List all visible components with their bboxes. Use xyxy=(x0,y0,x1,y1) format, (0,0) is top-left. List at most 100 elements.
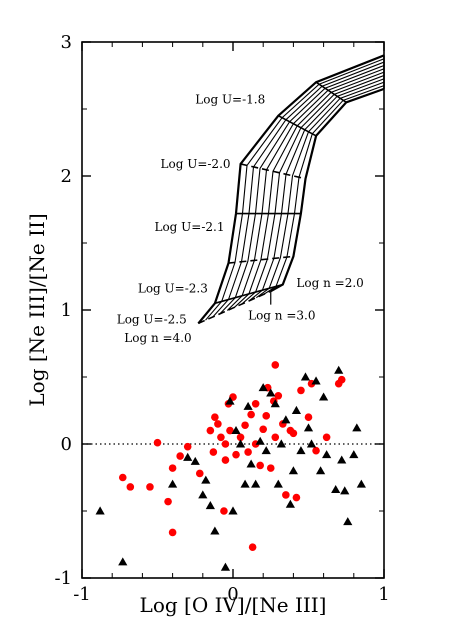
data-point-triangle xyxy=(296,446,306,455)
x-tick-label: 1 xyxy=(378,584,389,605)
data-point-circle xyxy=(251,400,260,408)
data-point-circle xyxy=(304,413,313,422)
data-point-circle xyxy=(289,429,298,438)
data-point-circle xyxy=(282,491,290,499)
data-point-circle xyxy=(164,497,172,506)
data-point-triangle xyxy=(281,415,291,424)
data-point-triangle xyxy=(220,562,231,571)
data-point-circle xyxy=(271,433,280,442)
model-ionization-line xyxy=(240,163,306,180)
data-point-circle xyxy=(244,448,252,456)
model-grid-label: Log U=-2.0 xyxy=(161,157,231,171)
data-point-triangle xyxy=(331,484,341,494)
data-point-circle xyxy=(322,433,331,442)
data-point-triangle xyxy=(225,396,235,405)
model-ionization-line xyxy=(197,290,272,325)
data-point-triangle xyxy=(183,452,193,461)
y-tick-label: 0 xyxy=(61,434,72,455)
model-ionization-line xyxy=(277,114,317,137)
data-point-triangle xyxy=(240,479,250,488)
data-point-triangle xyxy=(95,506,105,515)
data-point-triangle xyxy=(168,479,178,488)
data-point-triangle xyxy=(349,450,359,459)
model-density-line xyxy=(197,54,385,325)
y-tick-label: 2 xyxy=(61,166,72,187)
model-density-line xyxy=(226,68,385,311)
data-point-triangle xyxy=(251,479,261,488)
data-point-circle xyxy=(226,426,234,435)
data-point-circle xyxy=(217,433,225,442)
data-point-circle xyxy=(168,528,177,537)
data-point-triangle xyxy=(300,372,311,381)
data-point-circle xyxy=(266,464,275,472)
data-point-triangle xyxy=(306,439,317,448)
model-grid-label: Log n =2.0 xyxy=(296,276,363,290)
data-point-circle xyxy=(209,448,218,456)
model-grid-label: Log U=-1.8 xyxy=(195,93,265,107)
data-point-triangle xyxy=(190,456,200,465)
data-point-triangle xyxy=(288,466,298,475)
model-grid-label: Log U=-2.3 xyxy=(138,282,208,296)
data-point-triangle xyxy=(243,401,253,410)
data-point-triangle xyxy=(235,439,246,448)
data-point-circle xyxy=(271,361,280,369)
data-point-circle xyxy=(221,440,230,448)
y-tick-label: -1 xyxy=(54,568,72,589)
model-ionization-line xyxy=(315,81,347,103)
data-point-triangle xyxy=(246,459,256,468)
data-point-circle xyxy=(241,421,249,430)
data-point-circle xyxy=(248,543,257,551)
model-grid-label: Log U=-2.5 xyxy=(117,312,187,326)
x-tick-label: -1 xyxy=(73,584,91,605)
data-point-triangle xyxy=(201,475,211,484)
model-density-line xyxy=(234,71,385,308)
data-point-triangle xyxy=(291,405,302,414)
data-point-circle xyxy=(256,461,264,470)
data-point-triangle xyxy=(261,446,271,455)
red-circle-series xyxy=(118,361,346,551)
data-point-triangle xyxy=(273,479,283,488)
data-point-circle xyxy=(232,450,240,459)
model-density-line xyxy=(212,61,385,318)
data-point-triangle xyxy=(118,557,128,566)
model-density-line xyxy=(205,58,385,321)
data-point-triangle xyxy=(343,517,353,526)
model-grid-label: Log n =4.0 xyxy=(124,331,191,345)
data-point-triangle xyxy=(315,466,326,475)
data-point-circle xyxy=(176,452,184,460)
model-density-line xyxy=(219,64,385,315)
model-density-line xyxy=(263,85,385,295)
data-point-triangle xyxy=(356,479,366,488)
black-triangle-series xyxy=(95,365,366,571)
data-point-circle xyxy=(247,410,255,419)
data-point-triangle xyxy=(205,501,215,510)
data-point-triangle xyxy=(319,392,329,401)
y-tick-label: 1 xyxy=(61,300,72,321)
data-point-circle xyxy=(297,386,305,395)
data-point-triangle xyxy=(340,486,350,495)
data-point-circle xyxy=(274,391,283,400)
data-point-triangle xyxy=(334,365,344,374)
data-point-triangle xyxy=(285,499,295,508)
x-axis-title: Log [O IV]/[Ne III] xyxy=(140,593,327,617)
data-point-circle xyxy=(195,469,204,478)
model-density-line xyxy=(255,81,385,299)
data-point-circle xyxy=(153,438,162,447)
data-point-circle xyxy=(221,456,230,464)
data-point-triangle xyxy=(255,436,265,445)
data-point-circle xyxy=(146,483,154,491)
data-point-circle xyxy=(211,413,219,422)
data-point-circle xyxy=(337,375,346,384)
plot-axes xyxy=(81,41,385,579)
model-ionization-line xyxy=(214,283,284,305)
y-axis-title: Log [Ne III]/[Ne II] xyxy=(25,213,49,406)
data-point-circle xyxy=(236,433,245,442)
data-point-triangle xyxy=(337,455,347,464)
data-point-triangle xyxy=(258,383,268,392)
data-point-triangle xyxy=(210,526,220,535)
model-grid-labels: Log U=-1.8 Log U=-2.0 Log U=-2.1 Log U=-2.3… xyxy=(117,93,364,346)
model-density-line xyxy=(248,78,385,302)
data-point-circle xyxy=(220,507,228,515)
model-grid-label: Log U=-2.1 xyxy=(154,220,224,234)
data-point-circle xyxy=(118,473,127,482)
